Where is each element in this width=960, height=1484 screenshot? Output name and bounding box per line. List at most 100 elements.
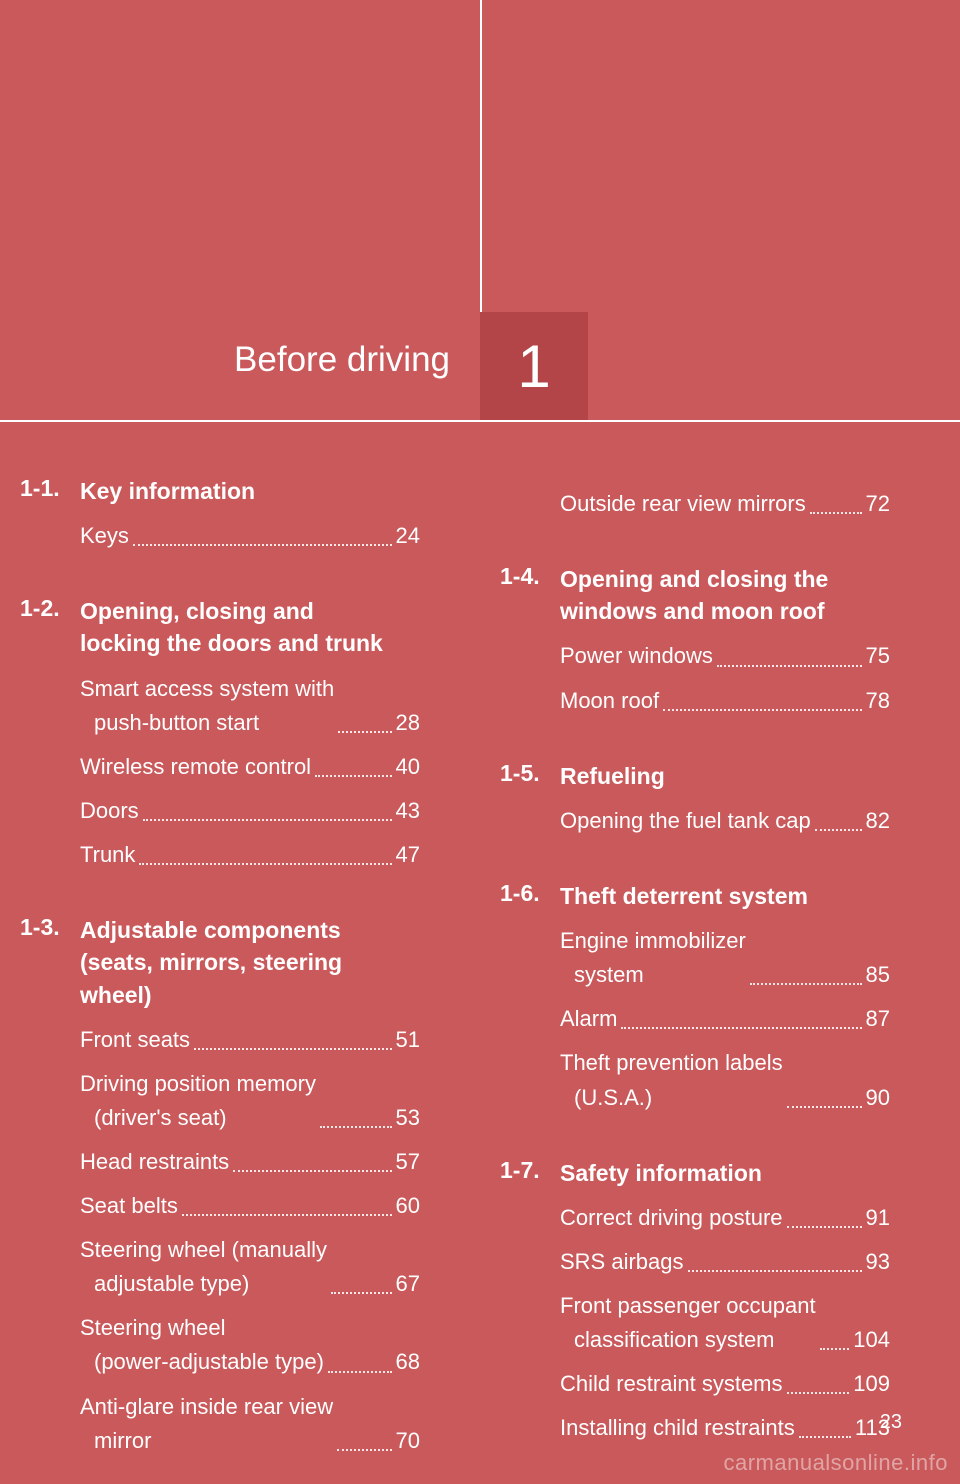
entry-page: 53: [396, 1101, 420, 1135]
toc-entry: Correct driving posture 91: [560, 1201, 890, 1235]
entry-page: 51: [396, 1023, 420, 1057]
toc-section: 1-1.Key informationKeys24: [80, 475, 420, 553]
entry-page: 104: [853, 1323, 890, 1357]
section-entries: Keys 24: [80, 519, 420, 553]
toc-entry: Wireless remote control 40: [80, 750, 420, 784]
toc-entry: Engine immobilizersystem 85: [560, 924, 890, 992]
leader-dots: [688, 1270, 862, 1272]
watermark: carmanualsonline.info: [723, 1450, 948, 1476]
entry-label: Smart access system withpush-button star…: [80, 672, 334, 740]
entry-page: 82: [866, 804, 890, 838]
toc-entry: Opening the fuel tank cap 82: [560, 804, 890, 838]
entry-label: Power windows: [560, 639, 713, 673]
entry-label: Keys: [80, 519, 129, 553]
toc-entry: Keys 24: [80, 519, 420, 553]
entry-page: 93: [866, 1245, 890, 1279]
leader-dots: [320, 1126, 392, 1128]
entry-label: Alarm: [560, 1002, 617, 1036]
entry-label: Seat belts: [80, 1189, 178, 1223]
section-entries: Engine immobilizersystem 85 Alarm 87 Theft p…: [560, 924, 890, 1114]
section-heading: Adjustable components (seats, mirrors, s…: [80, 914, 400, 1011]
toc-section: Outside rear view mirrors 72: [560, 487, 890, 521]
section-entries: Front seats 51 Driving position memory(dri…: [80, 1023, 420, 1458]
chapter-number: 1: [517, 332, 550, 401]
entry-label: Outside rear view mirrors: [560, 487, 806, 521]
entry-label: Head restraints: [80, 1145, 229, 1179]
entry-page: 70: [396, 1424, 420, 1458]
entry-page: 60: [396, 1189, 420, 1223]
page-number: 23: [880, 1411, 902, 1434]
entry-page: 24: [396, 519, 420, 553]
entry-label: Steering wheel (manuallyadjustable type): [80, 1233, 327, 1301]
toc-entry: Smart access system withpush-button star…: [80, 672, 420, 740]
entry-label: Driving position memory(driver's seat): [80, 1067, 316, 1135]
entry-page: 91: [866, 1201, 890, 1235]
entry-page: 90: [866, 1081, 890, 1115]
entry-page: 75: [866, 639, 890, 673]
entry-page: 85: [866, 958, 890, 992]
toc-entry: Moon roof78: [560, 684, 890, 718]
toc-entry: Front seats 51: [80, 1023, 420, 1057]
entry-page: 68: [396, 1345, 420, 1379]
chapter-title: Before driving: [234, 340, 450, 380]
entry-label: Front seats: [80, 1023, 190, 1057]
toc-entry: Steering wheel(power-adjustable type) 68: [80, 1311, 420, 1379]
entry-page: 47: [396, 838, 420, 872]
leader-dots: [194, 1048, 391, 1050]
section-heading: Opening, closing and locking the doors a…: [80, 595, 400, 659]
toc-section: 1-2.Opening, closing and locking the doo…: [80, 595, 420, 872]
entry-label: Correct driving posture: [560, 1201, 783, 1235]
entry-label: Engine immobilizersystem: [560, 924, 746, 992]
entry-page: 40: [396, 750, 420, 784]
entry-label: Doors: [80, 794, 139, 828]
leader-dots: [331, 1292, 391, 1294]
section-entries: Opening the fuel tank cap 82: [560, 804, 890, 838]
leader-dots: [621, 1027, 861, 1029]
toc-section: 1-5.RefuelingOpening the fuel tank cap82: [560, 760, 890, 838]
section-heading: Refueling: [560, 760, 665, 792]
entry-label: Opening the fuel tank cap: [560, 804, 811, 838]
entry-page: 43: [396, 794, 420, 828]
section-heading: Key information: [80, 475, 255, 507]
leader-dots: [182, 1214, 392, 1216]
leader-dots: [338, 731, 391, 733]
entry-label: Steering wheel(power-adjustable type): [80, 1311, 324, 1379]
entry-page: 28: [396, 706, 420, 740]
section-entries: Correct driving posture 91 SRS airbags 93 Fr…: [560, 1201, 890, 1446]
toc-entry: Seat belts 60: [80, 1189, 420, 1223]
section-heading: Opening and closing the windows and moon…: [560, 563, 880, 627]
leader-dots: [717, 665, 862, 667]
toc-column-right: Outside rear view mirrors721-4.Opening a…: [480, 475, 960, 1484]
leader-dots: [133, 544, 392, 546]
entry-page: 109: [853, 1367, 890, 1401]
toc-section: 1-7.Safety informationCorrect driving po…: [560, 1157, 890, 1446]
section-number: 1-1.: [20, 475, 80, 502]
toc-entry: Steering wheel (manuallyadjustable type)…: [80, 1233, 420, 1301]
chapter-number-box: 1: [480, 312, 588, 420]
entry-page: 87: [866, 1002, 890, 1036]
entry-label: Front passenger occupantclassification s…: [560, 1289, 816, 1357]
leader-dots: [663, 709, 861, 711]
toc-entry: Power windows 75: [560, 639, 890, 673]
toc-entry: Alarm 87: [560, 1002, 890, 1036]
entry-label: Installing child restraints: [560, 1411, 795, 1445]
section-number: 1-7.: [500, 1157, 560, 1184]
toc-entry: Doors 43: [80, 794, 420, 828]
toc-entry: Anti-glare inside rear viewmirror 70: [80, 1390, 420, 1458]
leader-dots: [328, 1371, 392, 1373]
entry-label: Anti-glare inside rear viewmirror: [80, 1390, 333, 1458]
section-entries: Smart access system withpush-button star…: [80, 672, 420, 872]
horizontal-divider: [0, 420, 960, 422]
toc-section: 1-6.Theft deterrent systemEngine immobil…: [560, 880, 890, 1115]
entry-label: Theft prevention labels(U.S.A.): [560, 1046, 783, 1114]
section-number: 1-5.: [500, 760, 560, 787]
leader-dots: [810, 512, 862, 514]
section-number: 1-6.: [500, 880, 560, 907]
toc-entry: SRS airbags 93: [560, 1245, 890, 1279]
toc-entry: Front passenger occupantclassification s…: [560, 1289, 890, 1357]
entry-page: 72: [866, 487, 890, 521]
entry-label: Wireless remote control: [80, 750, 311, 784]
leader-dots: [233, 1170, 391, 1172]
entry-label: SRS airbags: [560, 1245, 684, 1279]
entry-page: 67: [396, 1267, 420, 1301]
